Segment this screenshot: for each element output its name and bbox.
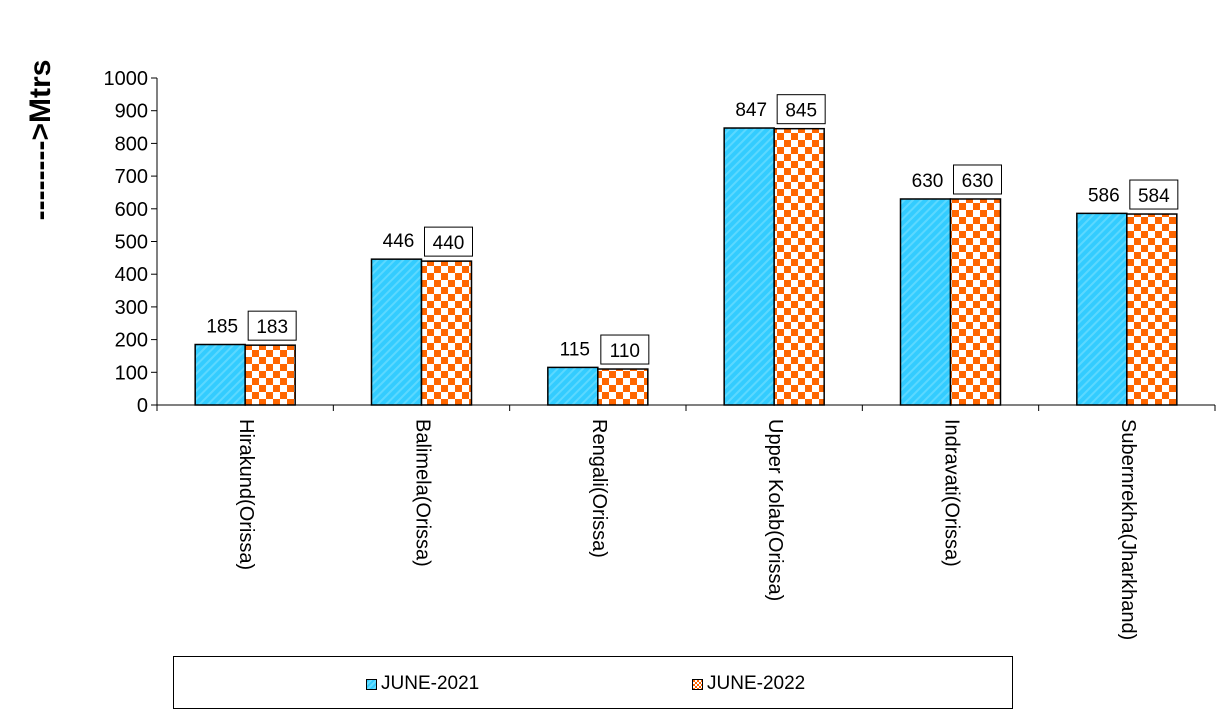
y-tick-label: 800	[115, 133, 148, 155]
data-label-box	[247, 310, 297, 341]
bar-june-2021	[1076, 212, 1128, 406]
bar-june-2021	[370, 258, 423, 406]
bar-june-2022	[1126, 213, 1178, 406]
y-tick-label: 500	[115, 232, 148, 254]
y-tick-label: 300	[115, 297, 148, 319]
bar-june-2021	[899, 198, 952, 406]
data-label: 845	[785, 101, 817, 122]
x-tick-label: Rengali(Orissa)	[588, 419, 610, 558]
legend-label-june-2021: JUNE-2021	[381, 673, 480, 694]
bar-june-2022	[420, 260, 473, 406]
data-label-box	[424, 226, 473, 257]
data-label: 183	[256, 317, 288, 338]
data-label: 110	[610, 341, 640, 362]
x-tick-label: Subernrekha(Jharkhand)	[1117, 419, 1139, 640]
legend-label-june-2022: JUNE-2022	[707, 673, 806, 694]
y-tick-label: 400	[115, 264, 148, 286]
legend-item-june-2022: JUNE-2022	[692, 673, 805, 695]
bar-june-2022	[244, 344, 296, 406]
y-axis-label: -------->Mtrs	[24, 60, 57, 221]
data-label: 630	[962, 171, 994, 192]
data-label-box	[776, 94, 826, 125]
legend-swatch-june-2022	[692, 678, 703, 690]
bar-june-2021	[194, 343, 246, 406]
data-label: 630	[912, 171, 944, 192]
bar-june-2021	[723, 127, 775, 406]
bar-june-2022	[773, 127, 825, 406]
bar-june-2021	[547, 366, 599, 406]
legend: JUNE-2021 JUNE-2022	[173, 656, 1013, 709]
data-label: 115	[560, 339, 590, 360]
data-label-box	[600, 334, 650, 365]
x-tick-label: Upper Kolab(Orissa)	[764, 419, 786, 601]
x-tick-label: Hirakund(Orissa)	[235, 419, 257, 570]
y-tick-label: 1000	[104, 68, 149, 90]
bar-june-2022	[949, 198, 1002, 406]
data-label-box	[1129, 179, 1179, 210]
y-tick-label: 600	[115, 199, 148, 221]
data-label: 440	[433, 233, 465, 254]
y-tick-label: 900	[115, 101, 148, 123]
x-tick-label: Balimela(Orissa)	[412, 419, 434, 567]
x-tick-label: Indravati(Orissa)	[941, 419, 963, 567]
data-label: 584	[1138, 186, 1170, 207]
y-tick-label: 0	[137, 395, 148, 417]
legend-item-june-2021: JUNE-2021	[366, 673, 479, 695]
data-label: 847	[735, 100, 767, 121]
y-tick-label: 100	[115, 362, 148, 384]
y-tick-label: 700	[115, 166, 148, 188]
legend-swatch-june-2021	[366, 678, 377, 690]
y-tick-label: 200	[115, 330, 148, 352]
bar-june-2022	[597, 368, 649, 406]
data-label-box	[953, 164, 1002, 195]
data-label: 586	[1088, 185, 1120, 206]
data-label: 446	[383, 231, 415, 252]
data-label: 185	[206, 317, 238, 338]
